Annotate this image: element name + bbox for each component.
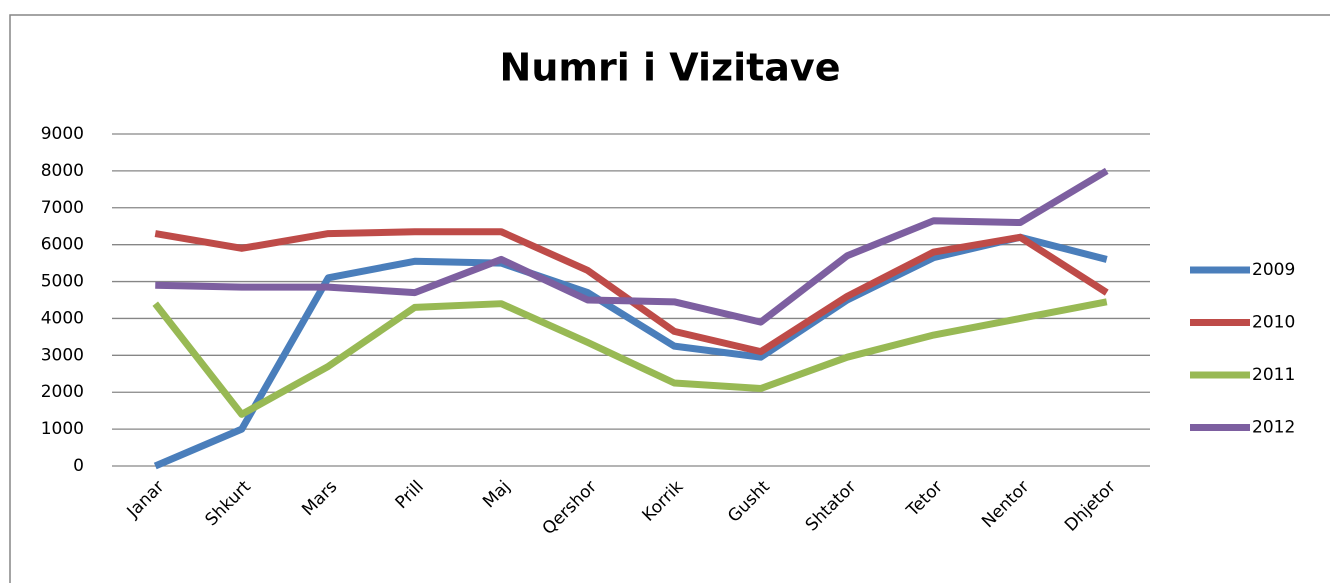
y-tick-label: 4000 <box>41 308 84 328</box>
y-tick-label: 2000 <box>41 382 84 402</box>
chart-title: Numri i Vizitave <box>500 46 841 90</box>
legend-label: 2012 <box>1252 418 1295 438</box>
y-tick-label: 1000 <box>41 419 84 439</box>
series-line <box>152 298 1108 418</box>
y-tick-label: 5000 <box>41 272 84 292</box>
legend-label: 2009 <box>1252 260 1295 280</box>
y-tick-label: 0 <box>73 456 84 476</box>
y-tick-label: 8000 <box>41 161 84 181</box>
series-line <box>153 233 1108 470</box>
y-tick-label: 6000 <box>41 235 84 255</box>
legend-label: 2010 <box>1252 313 1295 333</box>
legend-label: 2011 <box>1252 365 1295 385</box>
y-tick-label: 9000 <box>41 124 84 144</box>
series-line <box>155 167 1109 326</box>
y-tick-label: 7000 <box>41 198 84 218</box>
y-tick-label: 3000 <box>41 345 84 365</box>
